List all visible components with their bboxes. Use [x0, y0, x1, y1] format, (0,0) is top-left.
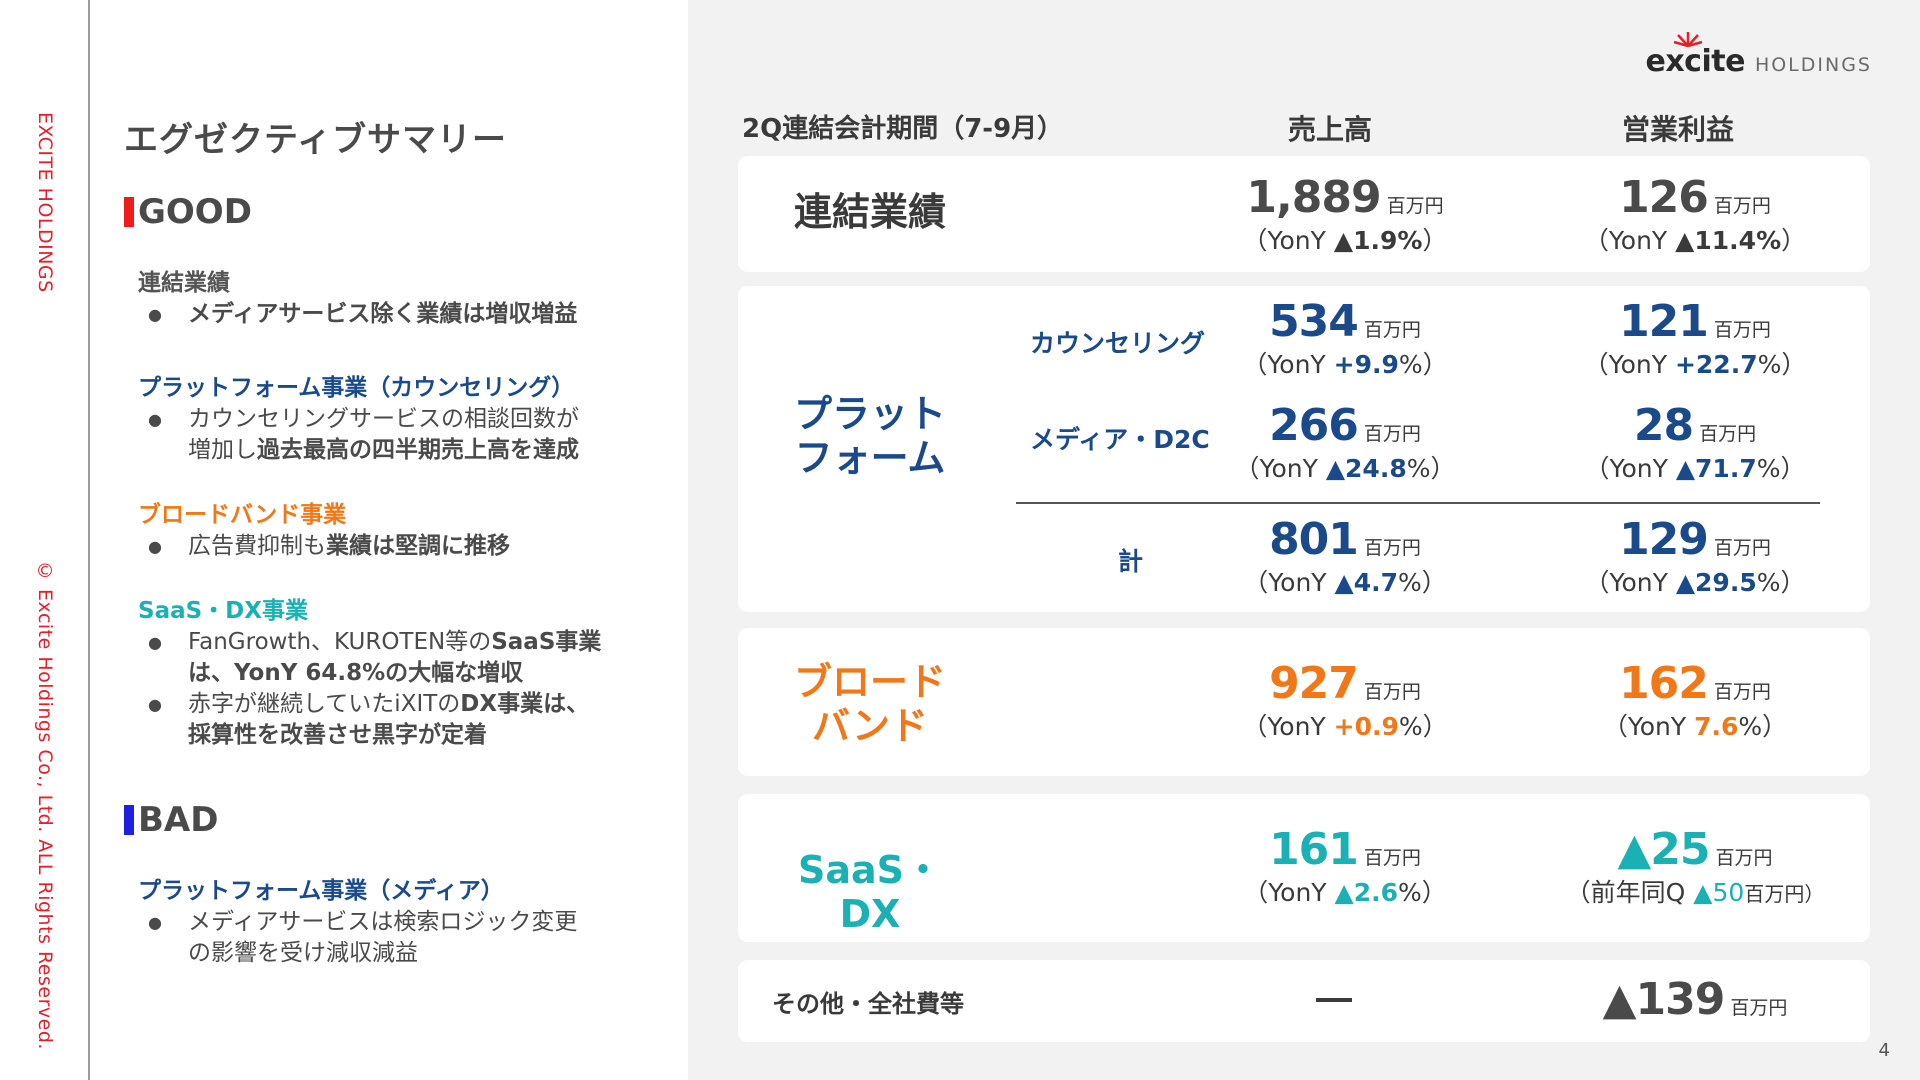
list-item: メディアサービス除く業績は増収増益	[138, 299, 678, 330]
list-item: カウンセリングサービスの相談回数が 増加し過去最高の四半期売上高を達成	[138, 404, 678, 466]
saas-card	[738, 794, 1870, 942]
consolidated-label: 連結業績	[793, 190, 946, 234]
platform-total-profit: 129 百万円 （YonY ▲29.5%）	[1584, 514, 1806, 597]
saas-label: SaaS・DX	[797, 848, 943, 936]
good-counseling-block: プラットフォーム事業（カウンセリング） カウンセリングサービスの相談回数が 増加…	[138, 373, 678, 466]
platform-divider	[1016, 502, 1820, 504]
good-marker	[124, 197, 134, 227]
consolidated-profit: 126 百万円 （YonY ▲11.4%）	[1583, 172, 1807, 255]
brand-vertical-text: EXCITE HOLDINGS	[34, 112, 56, 293]
broadband-card	[738, 628, 1870, 776]
saas-profit: ▲25 百万円 （前年同Q ▲50百万円）	[1565, 824, 1825, 907]
bad-heading: BAD	[124, 800, 218, 840]
media-label: メディア・D2C	[1030, 425, 1210, 454]
list-item: 赤字が継続していたiXITのDX事業は、 採算性を改善させ黒字が定着	[138, 689, 678, 751]
spark-icon	[1674, 32, 1703, 48]
broadband-profit: 162 百万円 （YonY 7.6%）	[1602, 658, 1788, 741]
other-sales-dash	[1316, 998, 1352, 1002]
counseling-label: カウンセリング	[1030, 329, 1206, 358]
period-header: 2Q連結会計期間（7-9月）	[742, 114, 1064, 144]
other-label: その他・全社費等	[772, 990, 964, 1018]
platform-card	[738, 286, 1870, 612]
media-profit: 28 百万円 （YonY ▲71.7%）	[1584, 400, 1806, 483]
other-card	[738, 960, 1870, 1042]
counseling-sales: 534 百万円 （YonY +9.9%）	[1242, 296, 1448, 379]
other-profit: ▲139 百万円	[1602, 974, 1788, 1025]
broadband-sales: 927 百万円 （YonY +0.9%）	[1242, 658, 1448, 741]
side-strip: EXCITE HOLDINGS © Excite Holdings Co., L…	[0, 0, 90, 1080]
consolidated-card	[738, 156, 1870, 272]
page-title: エグゼクティブサマリー	[124, 120, 507, 160]
good-broadband-block: ブロードバンド事業 広告費抑制も業績は堅調に推移	[138, 500, 678, 562]
sales-header: 売上高	[1288, 113, 1373, 146]
list-item: メディアサービスは検索ロジック変更 の影響を受け減収減益	[138, 907, 678, 969]
broadband-label: ブロード バンド	[793, 660, 946, 748]
good-heading: GOOD	[124, 192, 252, 232]
bad-media-block: プラットフォーム事業（メディア） メディアサービスは検索ロジック変更 の影響を受…	[138, 876, 678, 969]
profit-header: 営業利益	[1622, 113, 1735, 146]
platform-total-sales: 801 百万円 （YonY ▲4.7%）	[1243, 514, 1447, 597]
platform-label: プラット フォーム	[793, 392, 946, 480]
good-consolidated-block: 連結業績 メディアサービス除く業績は増収増益	[138, 268, 678, 330]
excite-logo: excite HOLDINGS	[1645, 32, 1872, 79]
bad-marker	[124, 805, 134, 835]
list-item: FanGrowth、KUROTEN等のSaaS事業 は、YonY 64.8%の大…	[138, 627, 678, 689]
media-sales: 266 百万円 （YonY ▲24.8%）	[1234, 400, 1456, 483]
page-number: 4	[1878, 1040, 1890, 1061]
list-item: 広告費抑制も業績は堅調に推移	[138, 531, 678, 562]
platform-total-label: 計	[1118, 547, 1144, 576]
good-saas-block: SaaS・DX事業 FanGrowth、KUROTEN等のSaaS事業 は、Yo…	[138, 596, 678, 751]
consolidated-sales: 1,889 百万円 （YonY ▲1.9%）	[1242, 172, 1448, 255]
saas-sales: 161 百万円 （YonY ▲2.6%）	[1243, 824, 1447, 907]
counseling-profit: 121 百万円 （YonY +22.7%）	[1583, 296, 1807, 379]
copyright-vertical-text: © Excite Holdings Co., Ltd. ALL Rights R…	[34, 560, 56, 1050]
